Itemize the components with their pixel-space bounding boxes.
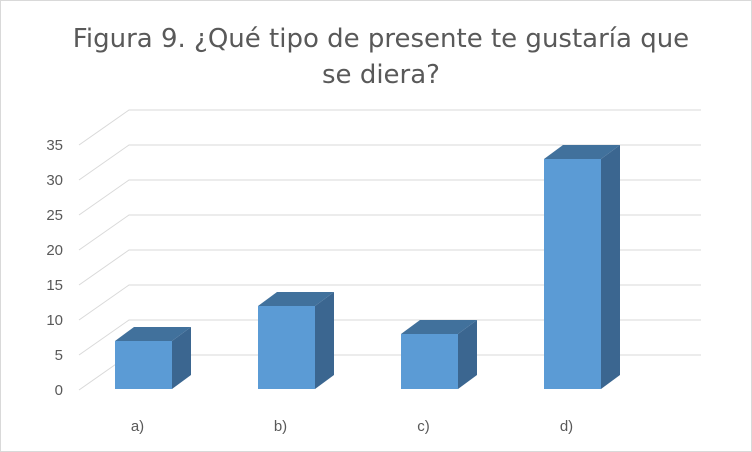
y-tick-label: 15 xyxy=(46,277,63,294)
x-tick-label: c) xyxy=(417,418,430,435)
gridline xyxy=(78,319,701,356)
x-tick-label: b) xyxy=(274,418,287,435)
bar-side xyxy=(172,327,191,389)
bar-a xyxy=(115,327,191,389)
bar-front xyxy=(401,334,458,389)
bar-side xyxy=(601,145,620,389)
bar-top xyxy=(544,145,620,159)
bar-top xyxy=(115,327,191,341)
y-tick-label: 10 xyxy=(46,312,63,329)
chart-title: Figura 9. ¿Qué tipo de presente te gusta… xyxy=(72,24,690,90)
gridline xyxy=(78,109,701,146)
bar-c xyxy=(401,320,477,389)
gridline xyxy=(78,214,701,251)
gridline xyxy=(78,249,701,286)
x-tick-label: d) xyxy=(560,418,573,435)
bar-top xyxy=(258,292,334,306)
y-tick-label: 35 xyxy=(46,137,63,154)
y-tick-label: 30 xyxy=(46,172,63,189)
bar-front xyxy=(544,159,601,389)
y-tick-label: 25 xyxy=(46,207,63,224)
bar-side xyxy=(315,292,334,389)
bar-d xyxy=(544,145,620,389)
bar-side xyxy=(458,320,477,389)
y-tick-label: 0 xyxy=(55,382,63,399)
gridline xyxy=(78,179,701,216)
y-tick-label: 5 xyxy=(55,347,63,364)
y-tick-label: 20 xyxy=(46,242,63,259)
bar-top xyxy=(401,320,477,334)
bar-front xyxy=(115,341,172,389)
bar-b xyxy=(258,292,334,389)
gridline xyxy=(78,284,701,321)
x-tick-label: a) xyxy=(131,418,144,435)
bar-front xyxy=(258,306,315,389)
gridline xyxy=(78,144,701,181)
